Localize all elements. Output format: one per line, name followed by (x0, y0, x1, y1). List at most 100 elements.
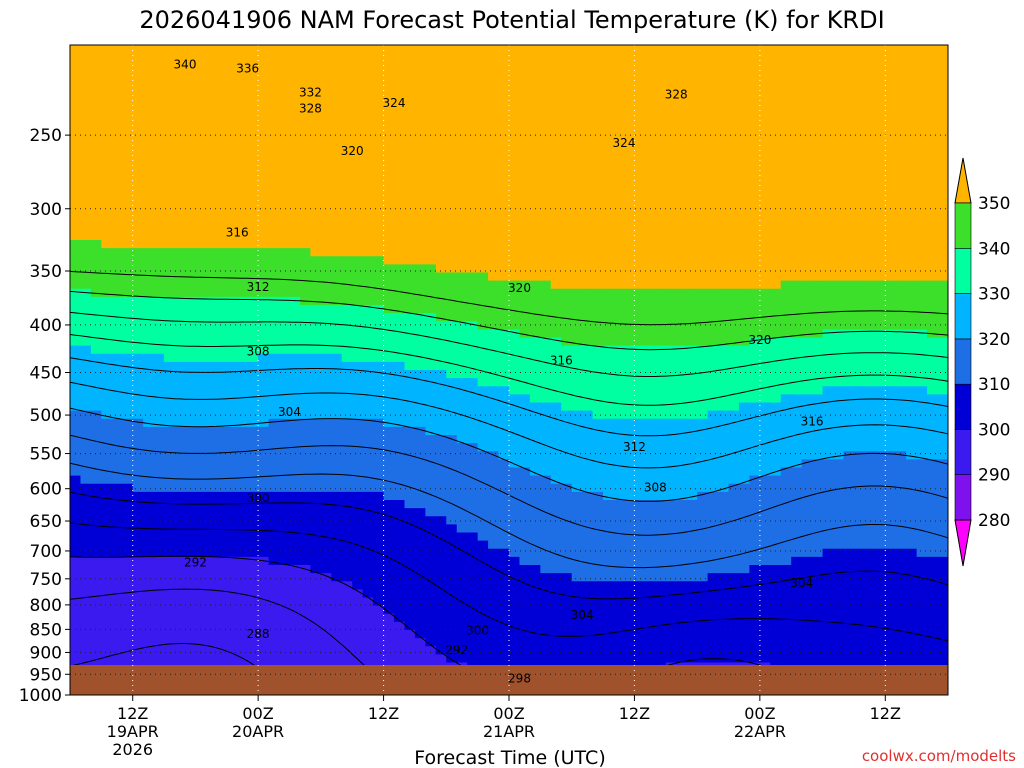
band-cell (603, 256, 615, 265)
band-cell (644, 313, 656, 322)
band-cell (216, 451, 228, 460)
band-cell (237, 150, 249, 160)
band-cell (122, 288, 134, 298)
band-cell (289, 654, 301, 664)
band-cell (111, 361, 123, 371)
band-cell (247, 321, 259, 330)
band-cell (195, 556, 207, 566)
band-cell (153, 85, 165, 95)
band-cell (331, 69, 343, 79)
band-cell (477, 410, 489, 420)
band-cell (310, 508, 322, 517)
band-cell (310, 280, 322, 290)
band-cell (634, 386, 646, 395)
band-cell (184, 548, 197, 558)
band-cell (582, 565, 594, 574)
band-cell (247, 45, 259, 54)
band-cell (697, 475, 709, 485)
band-cell (623, 118, 636, 127)
band-cell (289, 370, 301, 379)
band-cell (665, 565, 677, 574)
band-cell (143, 280, 155, 290)
band-cell (540, 296, 552, 306)
band-cell (623, 370, 636, 379)
band-cell (143, 231, 155, 241)
band-cell (634, 118, 646, 127)
band-cell (205, 418, 217, 428)
band-cell (362, 313, 374, 322)
band-cell (435, 613, 447, 623)
band-cell (634, 630, 646, 639)
band-cell (676, 418, 688, 428)
band-cell (540, 524, 552, 534)
band-cell (80, 548, 92, 558)
band-cell (456, 491, 468, 501)
band-cell (184, 443, 197, 452)
band-cell (686, 296, 698, 306)
band-cell (111, 516, 123, 525)
band-cell (582, 475, 594, 485)
band-cell (582, 418, 594, 428)
band-cell (237, 597, 249, 607)
band-cell (153, 508, 165, 517)
band-cell (226, 93, 238, 103)
band-cell (404, 532, 416, 542)
band-cell (414, 110, 426, 119)
band-cell (540, 215, 552, 225)
band-cell (477, 524, 489, 534)
band-cell (456, 85, 468, 95)
band-cell (164, 418, 176, 428)
band-cell (540, 77, 552, 87)
band-cell (268, 573, 280, 582)
band-cell (205, 426, 217, 436)
band-cell (550, 166, 562, 176)
band-cell (707, 191, 719, 200)
band-cell (216, 548, 228, 558)
band-cell (425, 508, 437, 517)
band-cell (467, 77, 479, 87)
band-cell (320, 386, 332, 395)
band-cell (341, 134, 353, 144)
band-cell (592, 126, 604, 135)
band-cell (132, 77, 144, 87)
band-cell (571, 621, 583, 631)
band-cell (258, 85, 270, 95)
band-cell (352, 77, 364, 87)
band-cell (132, 516, 144, 525)
band-cell (509, 183, 521, 192)
band-cell (132, 101, 144, 111)
band-cell (404, 524, 416, 534)
band-cell (571, 491, 583, 501)
band-cell (143, 378, 155, 387)
band-cell (268, 426, 280, 436)
band-cell (707, 597, 719, 607)
band-cell (425, 158, 437, 168)
band-cell (195, 248, 207, 257)
band-cell (80, 426, 92, 436)
band-cell (498, 93, 510, 103)
band-cell (341, 231, 353, 241)
band-cell (279, 280, 291, 290)
band-cell (70, 630, 82, 639)
band-cell (122, 215, 134, 225)
band-cell (665, 337, 677, 347)
band-cell (247, 61, 259, 70)
band-cell (446, 150, 458, 160)
band-cell (205, 402, 217, 412)
band-cell (665, 386, 677, 395)
band-cell (686, 508, 698, 517)
band-cell (467, 61, 479, 70)
band-cell (237, 313, 249, 322)
band-cell (247, 158, 259, 168)
band-cell (414, 231, 426, 241)
band-cell (582, 248, 594, 257)
band-cell (184, 175, 197, 184)
band-cell (132, 305, 144, 314)
band-cell (373, 337, 385, 347)
band-cell (561, 272, 573, 282)
band-cell (90, 183, 102, 192)
band-cell (258, 175, 270, 184)
band-cell (111, 305, 123, 314)
band-cell (320, 77, 332, 87)
band-cell (613, 175, 625, 184)
